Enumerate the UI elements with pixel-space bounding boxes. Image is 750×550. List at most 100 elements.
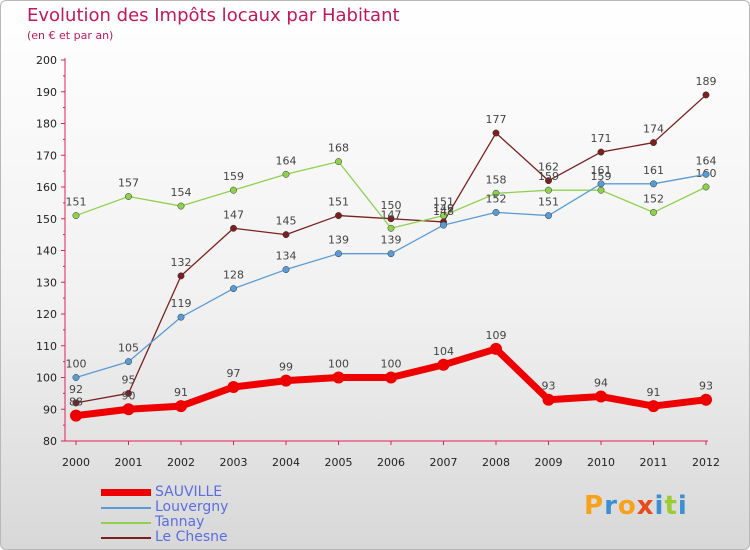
data-point <box>227 381 240 394</box>
data-point <box>175 400 187 413</box>
data-label: 128 <box>223 269 244 282</box>
data-point <box>332 371 345 384</box>
data-label: 147 <box>223 208 244 221</box>
legend-swatch <box>101 521 151 524</box>
data-label: 151 <box>328 196 349 209</box>
data-point <box>177 202 185 210</box>
data-label: 161 <box>591 164 612 177</box>
legend-swatch <box>101 489 151 496</box>
legend-label: Louvergny <box>155 499 229 515</box>
legend-swatch <box>101 536 151 539</box>
data-label: 159 <box>223 170 244 183</box>
proxiti-logo: Proxiti <box>584 491 688 521</box>
y-tick-label: 90 <box>43 403 57 416</box>
data-point <box>72 399 80 407</box>
data-label: 157 <box>118 177 139 190</box>
y-tick-label: 180 <box>36 118 57 131</box>
data-point <box>335 250 342 258</box>
logo-letter: o <box>617 491 637 521</box>
data-point <box>72 212 80 220</box>
data-label: 159 <box>538 170 559 183</box>
data-point <box>542 393 555 406</box>
data-label: 134 <box>276 250 297 263</box>
logo-letter: P <box>584 491 605 521</box>
data-point <box>647 400 660 413</box>
data-label: 97 <box>227 367 241 380</box>
data-label: 99 <box>279 361 293 374</box>
data-label: 164 <box>696 154 717 167</box>
data-label: 158 <box>486 173 507 186</box>
x-tick-label: 2011 <box>640 456 668 469</box>
x-tick-label: 2006 <box>377 456 405 469</box>
data-point <box>385 371 397 384</box>
data-label: 164 <box>276 154 297 167</box>
data-label: 139 <box>328 234 349 247</box>
data-point <box>545 212 552 220</box>
data-label: 93 <box>699 380 713 393</box>
data-point <box>70 409 82 422</box>
data-label: 171 <box>591 132 612 145</box>
series-sauville: 88 90 91 97 99 100 100 104 109 93 94 91 93 <box>69 329 713 422</box>
logo-letter: t <box>664 491 678 521</box>
data-label: 100 <box>66 358 87 371</box>
data-point <box>597 180 605 188</box>
chart-subtitle: (en € et par an) <box>27 29 114 42</box>
x-tick-label: 2003 <box>220 456 248 469</box>
data-point <box>650 208 657 216</box>
y-tick-label: 120 <box>36 308 57 321</box>
data-label: 152 <box>486 192 507 205</box>
x-tick-label: 2007 <box>430 456 458 469</box>
data-point <box>125 193 132 200</box>
data-point <box>702 183 710 191</box>
data-label: 104 <box>433 345 454 358</box>
series-le-chesne: 92 95 132 147 145 151 150 149 177 162 171 174 189 <box>69 75 717 407</box>
data-point <box>492 129 500 137</box>
data-label: 189 <box>696 75 717 88</box>
data-point <box>700 393 712 406</box>
data-point <box>437 358 450 371</box>
data-point <box>650 139 657 147</box>
data-point <box>230 224 237 232</box>
x-tick-label: 2000 <box>62 456 90 469</box>
data-label: 147 <box>381 208 402 221</box>
data-point <box>125 358 132 366</box>
legend-label: Tannay <box>155 514 205 530</box>
y-tick-label: 80 <box>43 435 57 448</box>
x-tick-label: 2005 <box>325 456 353 469</box>
data-point <box>387 250 395 258</box>
data-point <box>282 170 290 178</box>
data-label: 154 <box>171 186 192 199</box>
data-point <box>492 208 500 216</box>
data-point <box>122 403 135 416</box>
legend-item: Louvergny <box>101 500 228 515</box>
y-tick-label: 170 <box>36 149 57 162</box>
data-label: 95 <box>122 373 136 386</box>
data-point <box>335 158 342 166</box>
x-tick-label: 2001 <box>115 456 143 469</box>
data-point <box>282 231 290 239</box>
data-point <box>597 148 605 156</box>
data-label: 159 <box>591 170 612 183</box>
data-point <box>545 177 552 185</box>
y-tick-label: 130 <box>36 276 57 289</box>
legend-item: Tannay <box>101 515 228 530</box>
legend-label: Le Chesne <box>155 529 228 545</box>
data-point <box>282 266 290 273</box>
series-tannay: 151157154159164168147151158159159152160 <box>66 142 717 232</box>
data-label: 132 <box>171 256 192 269</box>
data-point <box>597 186 605 194</box>
data-label: 119 <box>171 297 192 310</box>
data-label: 91 <box>174 386 188 399</box>
data-point <box>72 374 80 381</box>
y-tick-label: 110 <box>36 340 57 353</box>
legend: SAUVILLE Louvergny Tannay Le Chesne <box>101 485 228 545</box>
x-tick-label: 2012 <box>692 456 720 469</box>
y-tick-label: 100 <box>36 372 57 385</box>
data-label: 168 <box>328 142 349 155</box>
x-tick-label: 2008 <box>482 456 510 469</box>
data-label: 149 <box>433 202 454 215</box>
x-tick-label: 2010 <box>587 456 615 469</box>
y-tick-label: 150 <box>36 213 57 226</box>
data-label: 152 <box>643 192 664 205</box>
